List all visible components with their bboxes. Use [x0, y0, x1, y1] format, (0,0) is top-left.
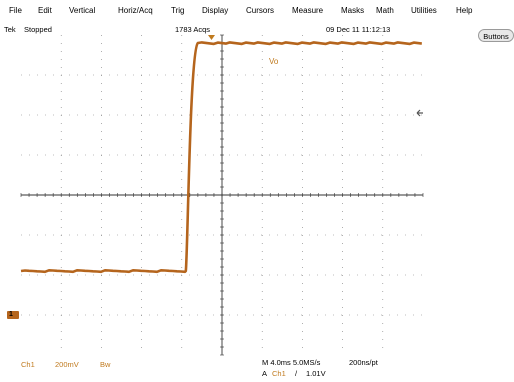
waveform-trace: [20, 41, 422, 274]
timebase-readout: M 4.0ms 5.0MS/s: [262, 358, 321, 367]
trigger-source-prefix: A: [262, 369, 268, 378]
brand-label: Tek: [4, 25, 16, 34]
volts-per-div: 200mV: [55, 360, 79, 369]
bandwidth-limit: Bw: [100, 360, 111, 369]
menu-math[interactable]: Math: [376, 6, 394, 15]
trigger-slope: /: [295, 369, 298, 378]
scope-display: Vo: [20, 34, 424, 356]
menu-masks[interactable]: Masks: [341, 6, 365, 15]
run-state: Stopped: [24, 25, 52, 34]
menu-measure[interactable]: Measure: [292, 6, 324, 15]
channel-1-marker-label: 1: [9, 311, 13, 318]
graticule: [20, 34, 424, 356]
menu-vertical[interactable]: Vertical: [69, 6, 96, 15]
menu-trig[interactable]: Trig: [171, 6, 185, 15]
menu-cursors[interactable]: Cursors: [246, 6, 275, 15]
buttons-toggle-button[interactable]: Buttons: [478, 29, 514, 42]
resolution-readout: 200ns/pt: [349, 358, 378, 367]
trigger-channel: Ch1: [272, 369, 286, 378]
channel-1-ground-marker: [7, 311, 19, 319]
menu-display[interactable]: Display: [202, 6, 229, 15]
channel-label: Ch1: [21, 360, 35, 369]
menu-edit[interactable]: Edit: [38, 6, 52, 15]
menu-file[interactable]: File: [9, 6, 22, 15]
date-time: 09 Dec 11 11:12:13: [326, 25, 391, 34]
trigger-position-marker: [208, 35, 215, 40]
waveform-label: Vo: [269, 57, 279, 66]
menu-help[interactable]: Help: [456, 6, 473, 15]
menu-bar: File Edit Vertical Horiz/Acq Trig Displa…: [0, 0, 514, 20]
menu-horiz-acq[interactable]: Horiz/Acq: [118, 6, 153, 15]
menu-utilities[interactable]: Utilities: [411, 6, 437, 15]
acquisition-count: 1783 Acqs: [175, 25, 211, 34]
trigger-level-marker: [416, 109, 423, 117]
trigger-level: 1.01V: [306, 369, 326, 378]
